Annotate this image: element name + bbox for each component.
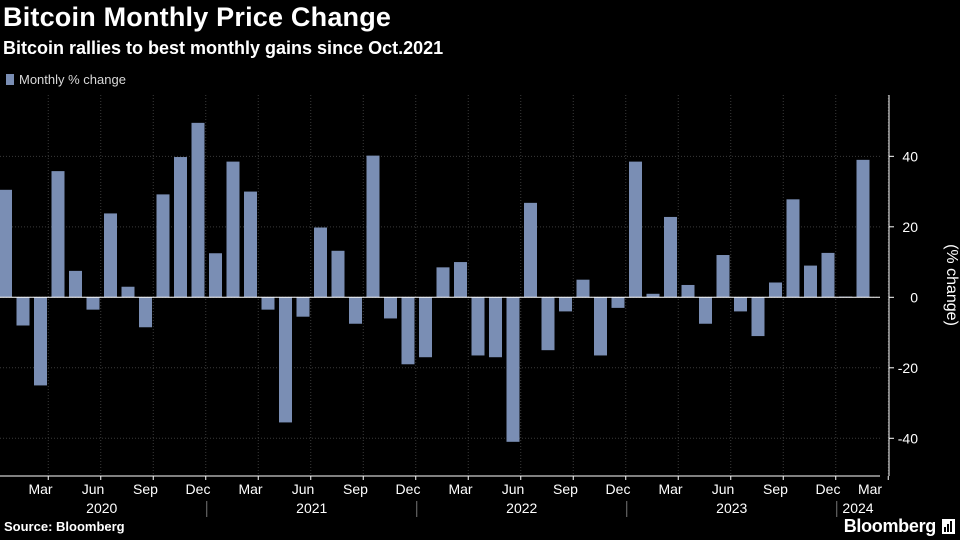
x-tick-label: Dec [396,481,421,497]
year-label: 2023 [716,500,747,516]
brand-name: Bloomberg [843,516,937,536]
bar: May 2023: -7.5 [699,297,712,324]
bar: Sep 2023: 4.2 [769,282,782,298]
bar: Jan 2022: -17 [419,297,432,358]
bar: Jul 2022: 26.8 [524,202,537,298]
y-tick-label: 40 [902,148,918,164]
x-tick-label: Sep [343,481,368,497]
bar: Mar 2021: 30 [244,191,257,298]
bar: Jan 2023: 38.5 [629,161,642,298]
bar: May 2021: -35.5 [279,297,292,423]
bar: Aug 2021: 13.2 [331,250,345,298]
bar: Dec 2021: -19 [401,297,415,365]
x-tick-label: Jun [292,481,315,497]
bar: May 2020: 7.5 [69,270,82,298]
bar: Jun 2022: -41 [506,297,520,442]
bar: Aug 2020: 3 [121,286,135,298]
bar: Oct 2020: 29.2 [156,194,170,298]
chart-title: Bitcoin Monthly Price Change [3,2,392,32]
legend-label: Monthly % change [19,72,126,87]
x-tick-label: Mar [448,481,472,497]
bar: Sep 2021: -7.5 [349,297,362,324]
bar: Nov 2022: -16.5 [594,297,607,356]
x-tick-label: Mar [238,481,262,497]
x-tick-label: Jun [82,481,105,497]
bloomberg-logo: Bloomberg [844,516,955,537]
bar: Feb 2023: 1 [646,293,660,298]
y-tick-label: 20 [902,219,918,235]
bar: Sep 2022: -4 [559,297,572,312]
x-tick-label: Mar [858,481,882,497]
x-tick-label: Sep [553,481,578,497]
bar: Jun 2020: -3.5 [86,297,100,310]
bar: Feb 2020: -8 [16,297,30,326]
legend-swatch [6,74,14,85]
x-tick-label: Mar [658,481,682,497]
bar: Mar 2023: 22.8 [664,216,677,298]
bar: Aug 2022: -15 [541,297,555,351]
bar: Mar 2022: 10 [454,262,467,298]
bar: Jul 2023: -4 [734,297,747,312]
bar: Nov 2021: -6 [384,297,397,319]
x-tick-label: Jun [502,481,525,497]
y-axis-label: (% change) [943,244,960,326]
y-tick-label: 0 [910,289,918,305]
x-tick-label: Dec [186,481,211,497]
bar: Feb 2024: 39 [856,159,870,298]
bar: Jan 2020: 30.5 [0,189,12,298]
bar: Jul 2020: 23.8 [104,213,117,298]
bar: Dec 2023: 12.6 [821,252,835,298]
bar: Jul 2021: 19.8 [314,227,327,298]
x-tick-label: Sep [763,481,788,497]
bar: Jun 2023: 12 [716,255,730,298]
chart-legend: Monthly % change [6,72,126,87]
y-tick-label: -40 [898,430,918,446]
bar: Feb 2021: 38.5 [226,161,240,298]
bar: Apr 2022: -16.5 [471,297,485,356]
bar: Aug 2023: -11 [751,297,765,337]
year-label: 2020 [86,500,117,516]
bar: Oct 2022: 5 [576,279,590,298]
x-tick-label: Dec [606,481,631,497]
x-tick-label: Mar [28,481,52,497]
x-tick-label: Jun [712,481,735,497]
bar: Dec 2022: -3 [611,297,625,308]
bar: Oct 2021: 40.2 [366,155,380,298]
bar: Nov 2023: 9 [804,265,817,298]
bar: Dec 2020: 49.5 [191,122,205,298]
bar: Jun 2021: -5.5 [296,297,310,317]
bar: Mar 2020: -25 [34,297,47,386]
bar: Nov 2020: 39.8 [174,157,187,298]
bar: Apr 2021: -3.5 [261,297,275,310]
bar: Feb 2022: 8.5 [436,267,450,298]
x-tick-label: Sep [133,481,158,497]
bar: Jan 2021: 12.5 [209,253,222,298]
bar: Apr 2023: 3.5 [681,284,695,298]
bar: Apr 2020: 35.8 [51,171,65,298]
bar: Sep 2020: -8.5 [139,297,152,328]
bar: Oct 2023: 27.8 [786,199,800,298]
chart-subtitle: Bitcoin rallies to best monthly gains si… [3,38,444,58]
bloomberg-chart-icon [942,519,955,534]
bar: May 2022: -17 [489,297,502,358]
year-label: 2022 [506,500,537,516]
x-tick-label: Dec [816,481,841,497]
source-note: Source: Bloomberg [4,519,125,534]
year-label: 2021 [296,500,327,516]
year-label: 2024 [842,500,873,516]
y-tick-label: -20 [898,360,918,376]
